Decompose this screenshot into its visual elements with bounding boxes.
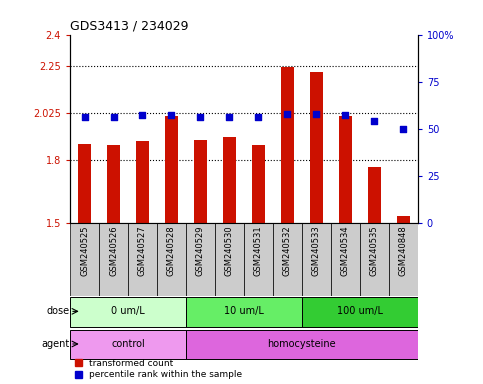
Bar [389,223,418,296]
Text: GDS3413 / 234029: GDS3413 / 234029 [70,19,188,32]
Bar [136,141,149,223]
Bar [360,223,389,296]
Bar [223,137,236,223]
Point [197,114,204,121]
Text: GSM240527: GSM240527 [138,226,147,276]
Text: GSM240535: GSM240535 [370,226,379,276]
Bar [273,223,302,296]
Text: GSM240528: GSM240528 [167,226,176,276]
Bar [397,217,410,223]
Bar [78,144,91,223]
Point [226,114,233,121]
Point [110,114,117,121]
Bar [128,223,157,296]
Bar [157,223,186,296]
Text: GSM240531: GSM240531 [254,226,263,276]
Point [168,113,175,119]
Bar [244,223,273,296]
Bar [331,223,360,296]
Text: GSM240530: GSM240530 [225,226,234,276]
Text: homocysteine: homocysteine [268,339,336,349]
Text: 0 um/L: 0 um/L [111,306,145,316]
Point [313,111,320,117]
Bar [186,223,215,296]
Text: control: control [111,339,145,349]
Text: GSM240526: GSM240526 [109,226,118,276]
Point [255,114,262,121]
Point [370,118,378,124]
Bar [252,146,265,223]
Legend: transformed count, percentile rank within the sample: transformed count, percentile rank withi… [74,359,242,379]
Point [399,126,407,132]
Text: GSM240534: GSM240534 [341,226,350,276]
Text: dose: dose [47,306,70,316]
Bar [165,116,178,223]
Point [341,113,349,119]
Text: GSM240532: GSM240532 [283,226,292,276]
Bar [194,140,207,223]
Bar [302,223,331,296]
Text: GSM240533: GSM240533 [312,226,321,276]
Bar [70,297,186,327]
Bar [186,330,418,359]
Text: GSM240525: GSM240525 [80,226,89,276]
Bar [339,116,352,223]
Bar [302,297,418,327]
Text: 100 um/L: 100 um/L [337,306,383,316]
Bar [215,223,244,296]
Text: 10 um/L: 10 um/L [224,306,264,316]
Text: GSM240529: GSM240529 [196,226,205,276]
Bar [310,72,323,223]
Point [139,113,146,119]
Text: GSM240848: GSM240848 [399,226,408,276]
Bar [107,146,120,223]
Text: agent: agent [42,339,70,349]
Bar [70,330,186,359]
Bar [70,223,99,296]
Bar [99,223,128,296]
Point [284,111,291,117]
Bar [368,167,381,223]
Bar [186,297,302,327]
Point [81,114,88,121]
Bar [281,67,294,223]
